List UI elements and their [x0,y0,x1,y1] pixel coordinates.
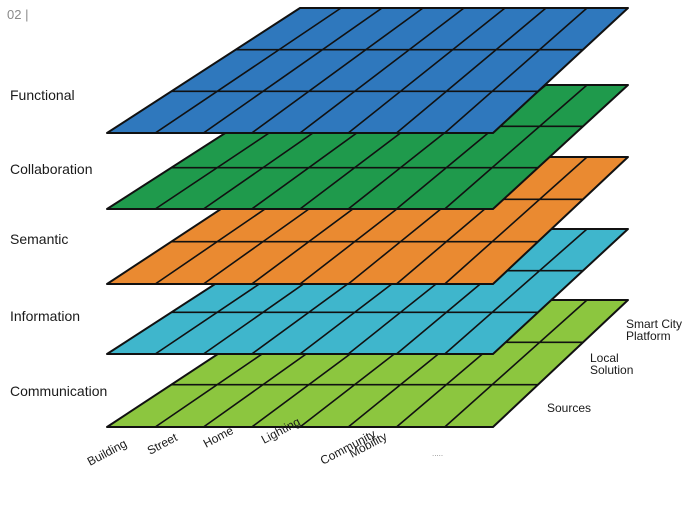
grid-line [444,299,588,428]
grid-line [299,7,465,134]
level-label-sources: Sources [547,401,591,415]
layer-label-communication: Communication [10,383,107,399]
grid-line [444,84,588,210]
grid-line [444,228,588,355]
grid-line [154,7,342,134]
grid-line [251,7,424,134]
layer-label-collaboration: Collaboration [10,161,93,177]
layer-label-functional: Functional [10,87,75,103]
grid-line [444,7,588,134]
domain-label-building: Building [85,436,129,468]
layer-label-information: Information [10,308,80,324]
layer-functional [106,7,629,134]
grid-line [347,7,506,134]
level-label-smart-city-platform: Smart City Platform [626,317,682,343]
grid-line [395,7,547,134]
grid-line [444,156,588,285]
domain-label-street: Street [145,430,180,458]
level-label-local-solution: Local Solution [590,351,633,377]
ellipsis-mark: ..... [432,449,443,458]
layer-label-semantic: Semantic [10,231,68,247]
grid-line [203,7,383,134]
figure-number: 02 | [7,7,29,22]
